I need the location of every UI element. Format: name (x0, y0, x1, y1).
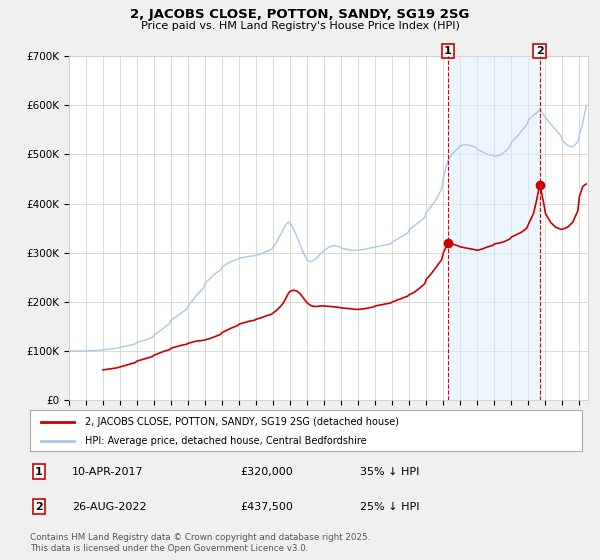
Text: 2, JACOBS CLOSE, POTTON, SANDY, SG19 2SG (detached house): 2, JACOBS CLOSE, POTTON, SANDY, SG19 2SG… (85, 417, 399, 427)
Text: 2: 2 (536, 46, 544, 56)
Text: 1: 1 (35, 466, 43, 477)
Bar (448, 56, 539, 400)
Text: 35% ↓ HPI: 35% ↓ HPI (360, 466, 419, 477)
Text: Contains HM Land Registry data © Crown copyright and database right 2025.
This d: Contains HM Land Registry data © Crown c… (30, 533, 370, 553)
Text: Price paid vs. HM Land Registry's House Price Index (HPI): Price paid vs. HM Land Registry's House … (140, 21, 460, 31)
Text: 2, JACOBS CLOSE, POTTON, SANDY, SG19 2SG: 2, JACOBS CLOSE, POTTON, SANDY, SG19 2SG (130, 8, 470, 21)
Text: 1: 1 (444, 46, 452, 56)
Text: 2: 2 (35, 502, 43, 512)
Text: 25% ↓ HPI: 25% ↓ HPI (360, 502, 419, 512)
Text: £320,000: £320,000 (240, 466, 293, 477)
Text: 10-APR-2017: 10-APR-2017 (72, 466, 143, 477)
Text: HPI: Average price, detached house, Central Bedfordshire: HPI: Average price, detached house, Cent… (85, 436, 367, 446)
Text: £437,500: £437,500 (240, 502, 293, 512)
Text: 26-AUG-2022: 26-AUG-2022 (72, 502, 146, 512)
